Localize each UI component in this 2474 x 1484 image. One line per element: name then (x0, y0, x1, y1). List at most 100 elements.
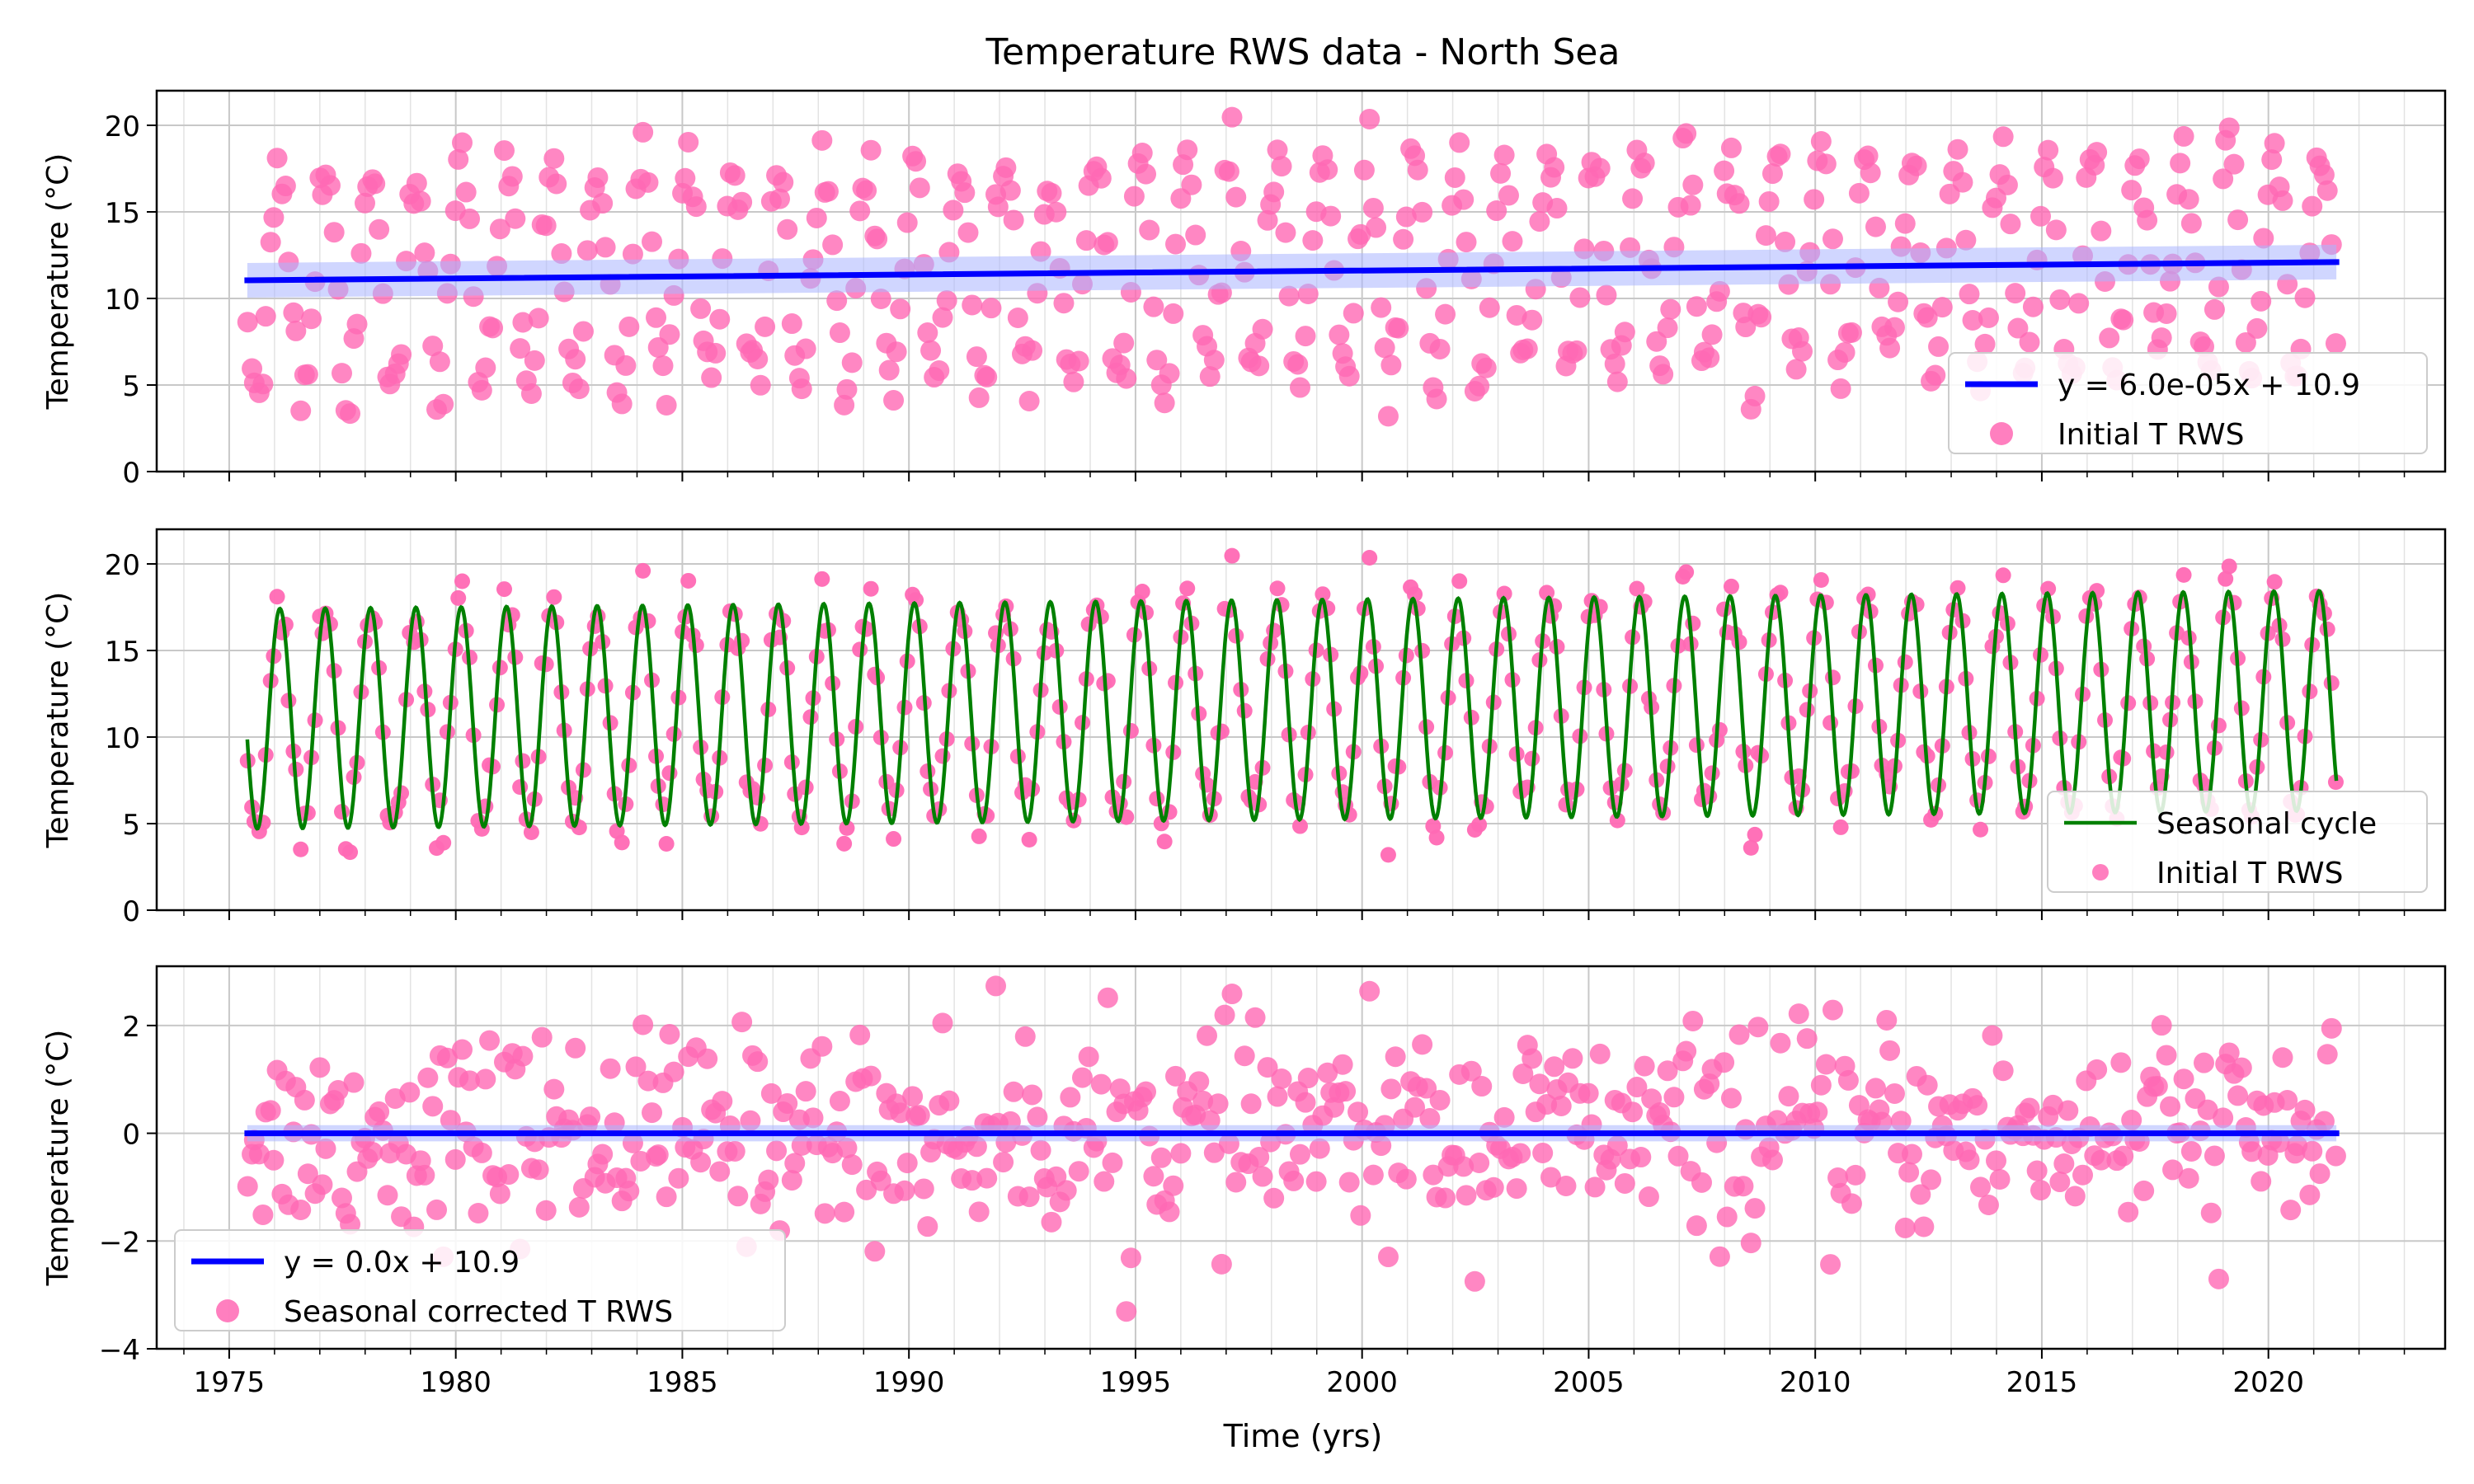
data-point (642, 231, 663, 252)
data-point (2030, 205, 2051, 227)
data-point (890, 1102, 911, 1124)
data-point (1544, 157, 1565, 178)
data-point (489, 218, 510, 240)
data-point (1113, 332, 1135, 354)
data-point (2099, 327, 2120, 349)
data-point (546, 173, 567, 195)
data-point (777, 218, 798, 240)
data-point (2280, 1200, 2302, 1221)
data-point (2325, 333, 2346, 355)
data-point (1449, 132, 1470, 153)
data-point (1959, 284, 1980, 305)
data-point (1335, 1081, 1357, 1102)
data-point (1555, 1175, 1577, 1196)
data-point (1263, 1187, 1285, 1209)
data-point (1297, 1068, 1319, 1089)
data-point (829, 1091, 850, 1112)
data-point (1834, 341, 1856, 363)
data-point (1761, 163, 1783, 185)
data-point (1792, 340, 1813, 362)
data-point (2022, 296, 2044, 317)
data-point (1626, 1077, 1648, 1098)
data-point (1604, 353, 1625, 374)
data-point (971, 828, 987, 844)
data-point (332, 1187, 353, 1209)
data-point (2175, 566, 2192, 583)
data-point (841, 1154, 863, 1176)
data-point (1362, 197, 1384, 218)
data-point (535, 1200, 557, 1221)
data-point (1030, 1139, 1051, 1161)
data-point (1412, 201, 1433, 223)
data-point (1815, 153, 1837, 175)
data-point (1701, 324, 1723, 345)
data-point (1955, 229, 1977, 251)
data-point (1377, 1247, 1399, 1268)
data-point (263, 1149, 285, 1171)
data-point (1275, 222, 1296, 243)
data-point (1686, 1215, 1707, 1237)
data-point (1203, 1142, 1225, 1163)
data-point (817, 181, 839, 202)
data-point (2246, 317, 2268, 339)
data-point (2064, 1186, 2086, 1207)
data-point (2170, 153, 2191, 174)
data-point (2213, 1107, 2234, 1129)
data-point (811, 1036, 833, 1057)
data-point (1898, 1162, 1920, 1183)
data-point (1283, 1170, 1305, 1191)
data-point (731, 1012, 753, 1033)
data-point (1225, 1172, 1247, 1193)
data-point (1758, 190, 1780, 212)
data-point (1978, 307, 1999, 328)
data-point (332, 363, 353, 384)
data-point (1879, 337, 1901, 359)
data-point (1589, 157, 1611, 179)
data-point (936, 290, 957, 312)
data-point (1185, 224, 1206, 246)
data-point (266, 148, 288, 169)
data-point (1225, 186, 1247, 208)
data-point (1423, 1164, 1444, 1186)
data-point (301, 308, 322, 330)
data-point (1667, 1145, 1689, 1167)
data-point (1629, 580, 1645, 597)
data-point (1451, 573, 1468, 589)
data-point (1986, 1150, 2007, 1172)
data-point (1453, 1156, 1475, 1177)
data-point (647, 1144, 669, 1166)
data-point (1962, 309, 1983, 331)
data-point (1910, 1184, 1931, 1205)
data-point (2264, 133, 2285, 154)
data-point (658, 835, 675, 852)
data-point (1888, 291, 1909, 312)
data-point (1950, 580, 1966, 596)
data-point (1894, 1217, 1916, 1238)
data-point (622, 243, 643, 265)
data-point (1676, 123, 1697, 144)
data-point (1146, 350, 1168, 371)
data-point (646, 307, 667, 328)
data-point (1973, 821, 1989, 838)
data-point (1435, 303, 1456, 325)
data-point (1550, 1095, 1572, 1116)
data-point (452, 132, 473, 153)
data-point (2160, 1096, 2181, 1117)
data-point (1804, 189, 1825, 210)
data-point (1165, 1065, 1187, 1087)
data-point (2213, 168, 2234, 190)
y-tick-label: 10 (105, 284, 140, 317)
data-point (1917, 1074, 1938, 1096)
data-point (1498, 185, 1519, 206)
data-point (1252, 1166, 1273, 1187)
data-point (362, 1142, 383, 1163)
data-point (920, 340, 942, 361)
data-point (1714, 160, 1735, 181)
data-point (1240, 1093, 1262, 1115)
data-point (1770, 143, 1791, 165)
data-point (369, 1101, 390, 1122)
data-point (498, 1164, 520, 1186)
data-point (369, 218, 390, 240)
data-point (269, 589, 285, 605)
data-point (2110, 1052, 2132, 1073)
